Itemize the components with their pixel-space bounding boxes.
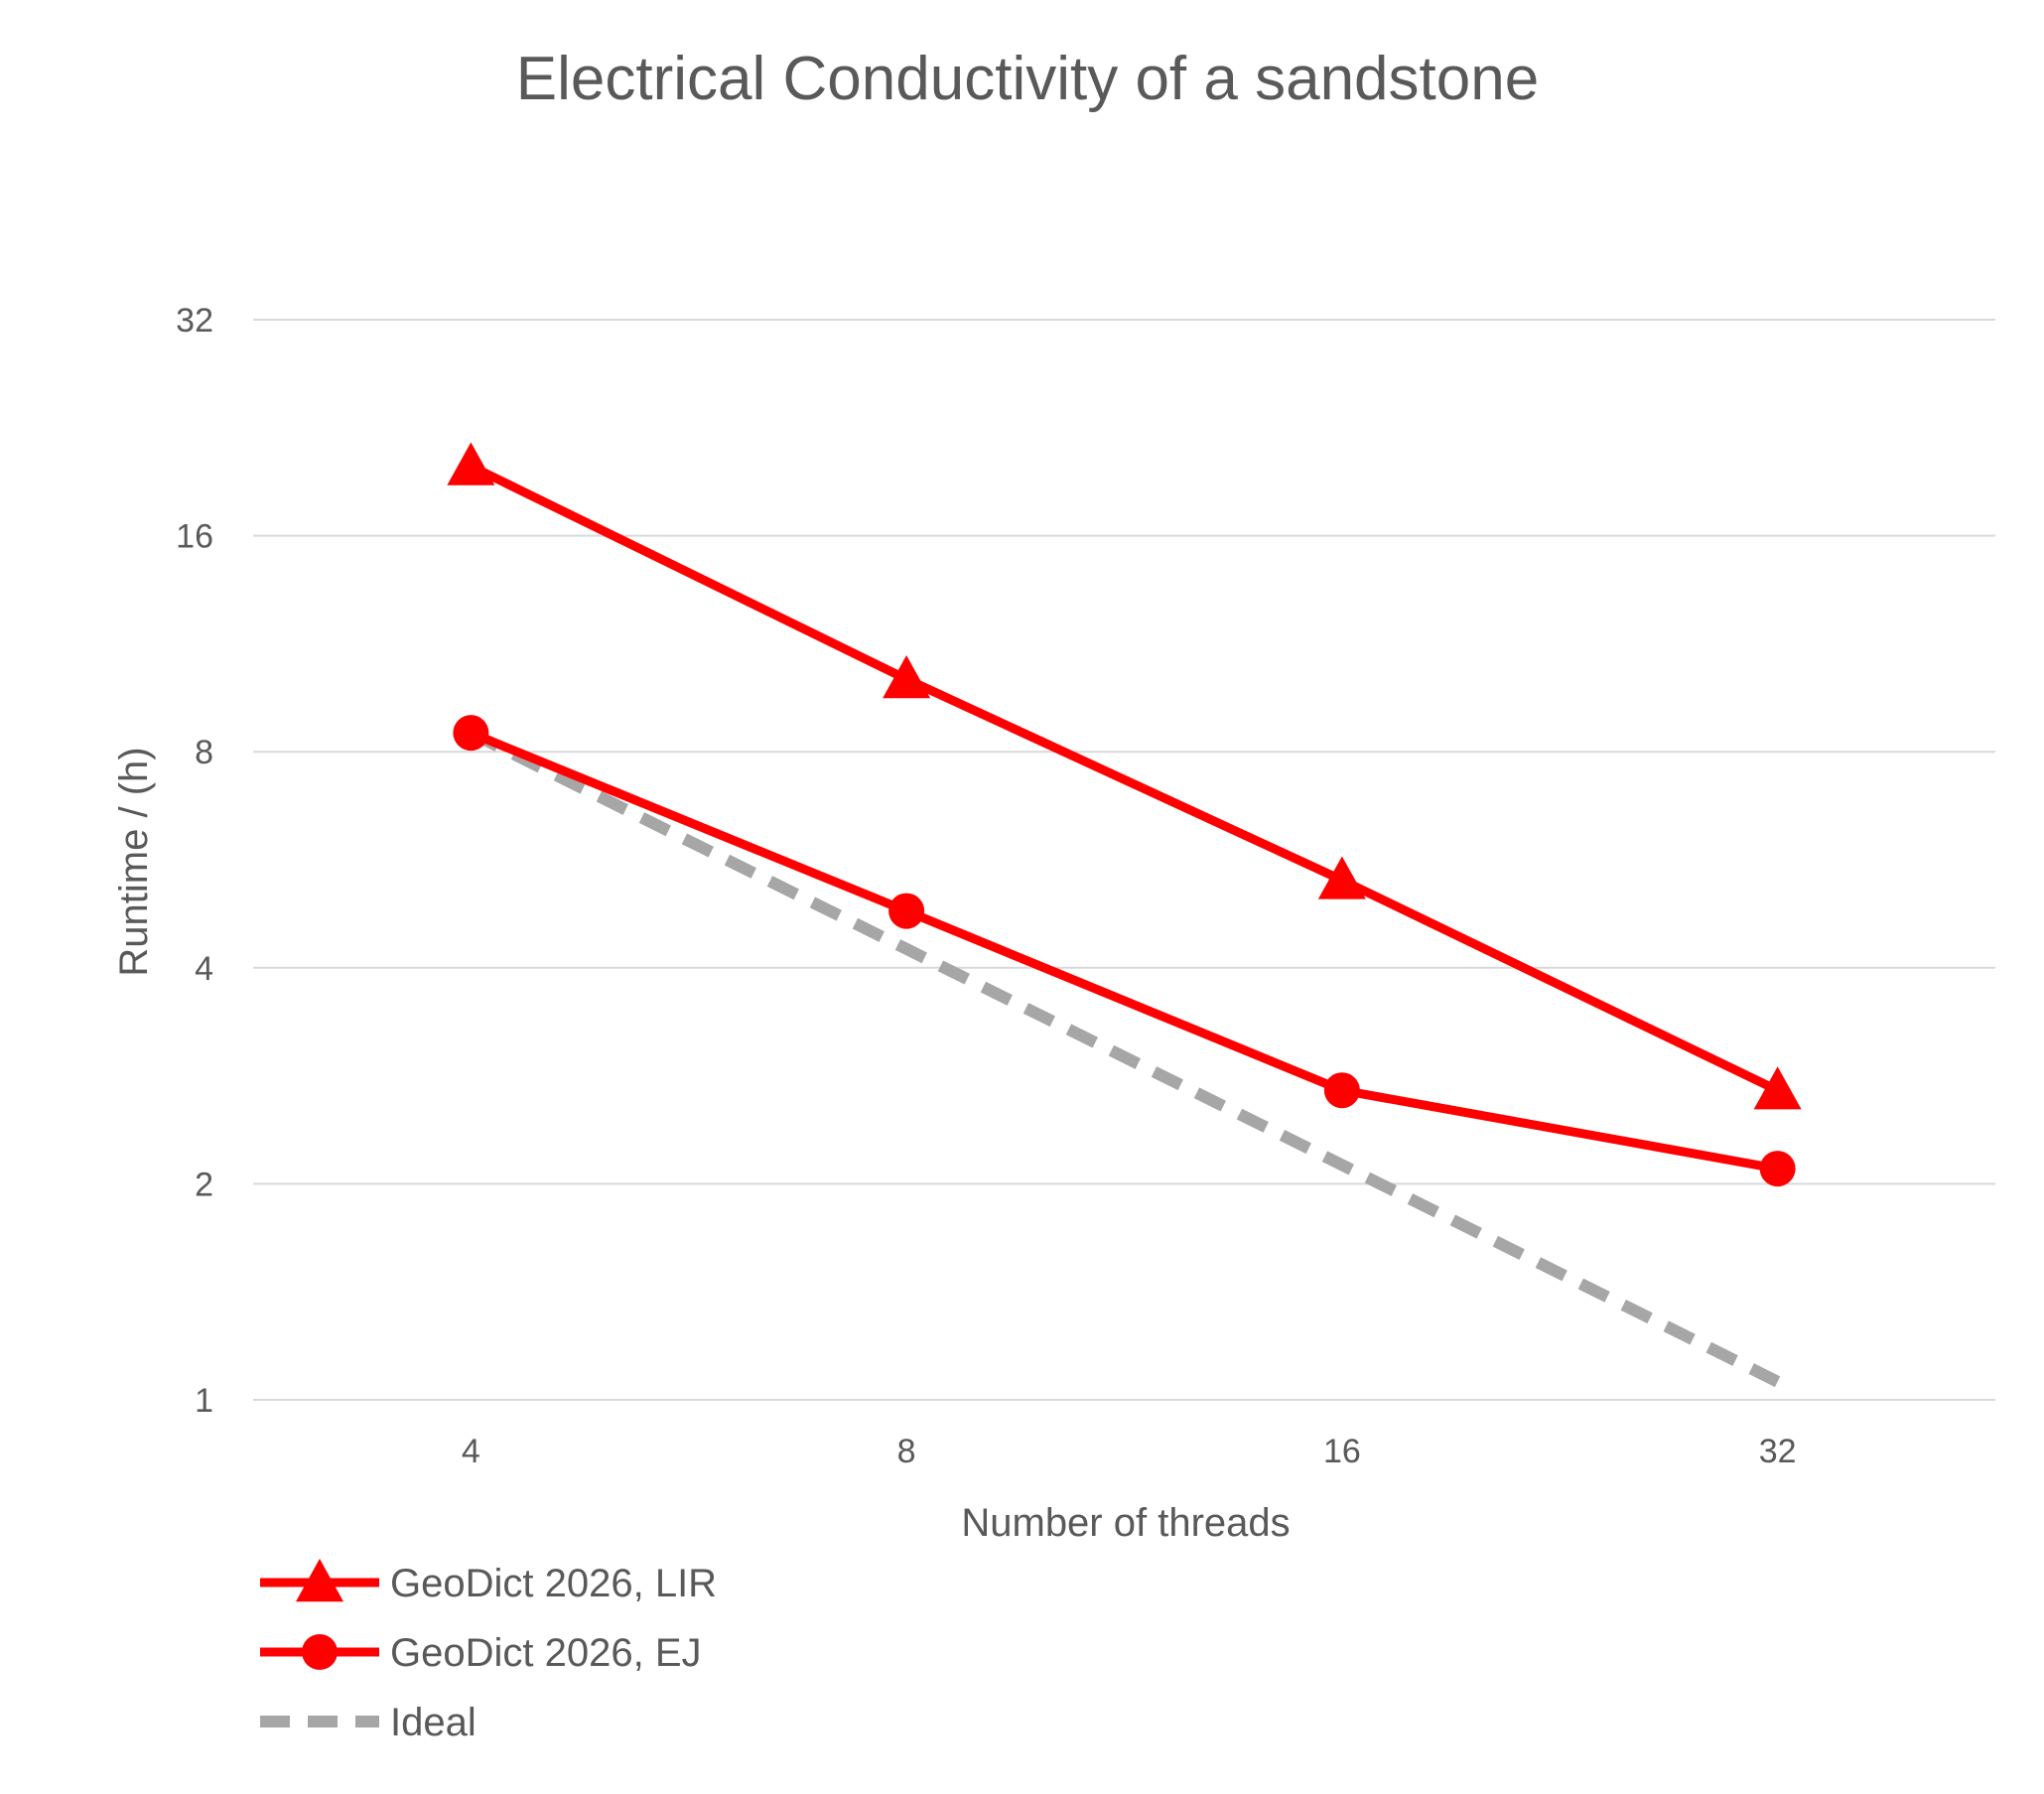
series-line [468,727,1781,1388]
legend-item: GeoDict 2026, LIR [260,1559,717,1605]
x-tick-labels: 4 8 16 32 [462,1433,1797,1470]
data-point [888,893,925,929]
series-line [469,462,1780,1095]
legend-marker [302,1634,338,1670]
series-line [469,729,1779,1173]
y-axis-title: Runtime / (h) [112,747,156,976]
y-tick-label: 32 [176,302,213,340]
legend-marker [296,1559,343,1602]
x-tick-label: 8 [897,1433,916,1470]
legend: GeoDict 2026, LIR GeoDict 2026, EJ Ideal [260,1559,717,1744]
chart-title: Electrical Conductivity of a sandstone [516,45,1539,113]
legend-label: GeoDict 2026, EJ [390,1631,702,1675]
data-point [1759,1151,1796,1187]
data-point [1317,856,1366,899]
x-tick-label: 32 [1759,1433,1797,1470]
series-1 [447,442,1802,1110]
legend-label: GeoDict 2026, LIR [390,1562,717,1605]
y-tick-label: 4 [195,950,213,988]
x-tick-label: 16 [1323,1433,1361,1470]
y-tick-label: 2 [195,1166,213,1203]
y-tick-label: 8 [195,734,213,771]
legend-label: Ideal [390,1701,477,1744]
x-axis-title: Number of threads [961,1501,1290,1545]
series-3 [468,727,1781,1388]
y-tick-labels: 1 2 4 8 16 32 [176,302,213,1420]
data-point [1323,1072,1360,1109]
data-point [883,655,931,699]
data-point [447,442,495,485]
legend-item: Ideal [260,1701,477,1744]
data-point [453,715,489,752]
gridlines [253,319,1995,1401]
y-tick-label: 16 [176,518,213,556]
x-tick-label: 4 [462,1433,480,1470]
data-point [1753,1066,1802,1110]
series-layer [447,442,1802,1388]
series-2 [453,715,1796,1187]
legend-item: GeoDict 2026, EJ [260,1631,702,1675]
y-tick-label: 1 [195,1382,213,1420]
